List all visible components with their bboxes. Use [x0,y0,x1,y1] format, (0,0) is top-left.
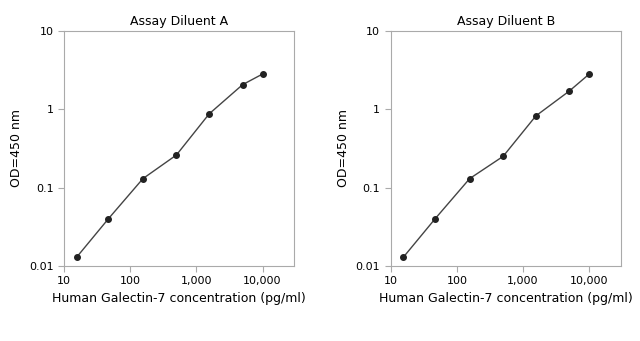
Y-axis label: OD=450 nm: OD=450 nm [337,109,350,187]
X-axis label: Human Galectin-7 concentration (pg/ml): Human Galectin-7 concentration (pg/ml) [379,292,632,305]
X-axis label: Human Galectin-7 concentration (pg/ml): Human Galectin-7 concentration (pg/ml) [52,292,306,305]
Title: Assay Diluent B: Assay Diluent B [456,15,555,28]
Y-axis label: OD=450 nm: OD=450 nm [10,109,24,187]
Title: Assay Diluent A: Assay Diluent A [130,15,228,28]
